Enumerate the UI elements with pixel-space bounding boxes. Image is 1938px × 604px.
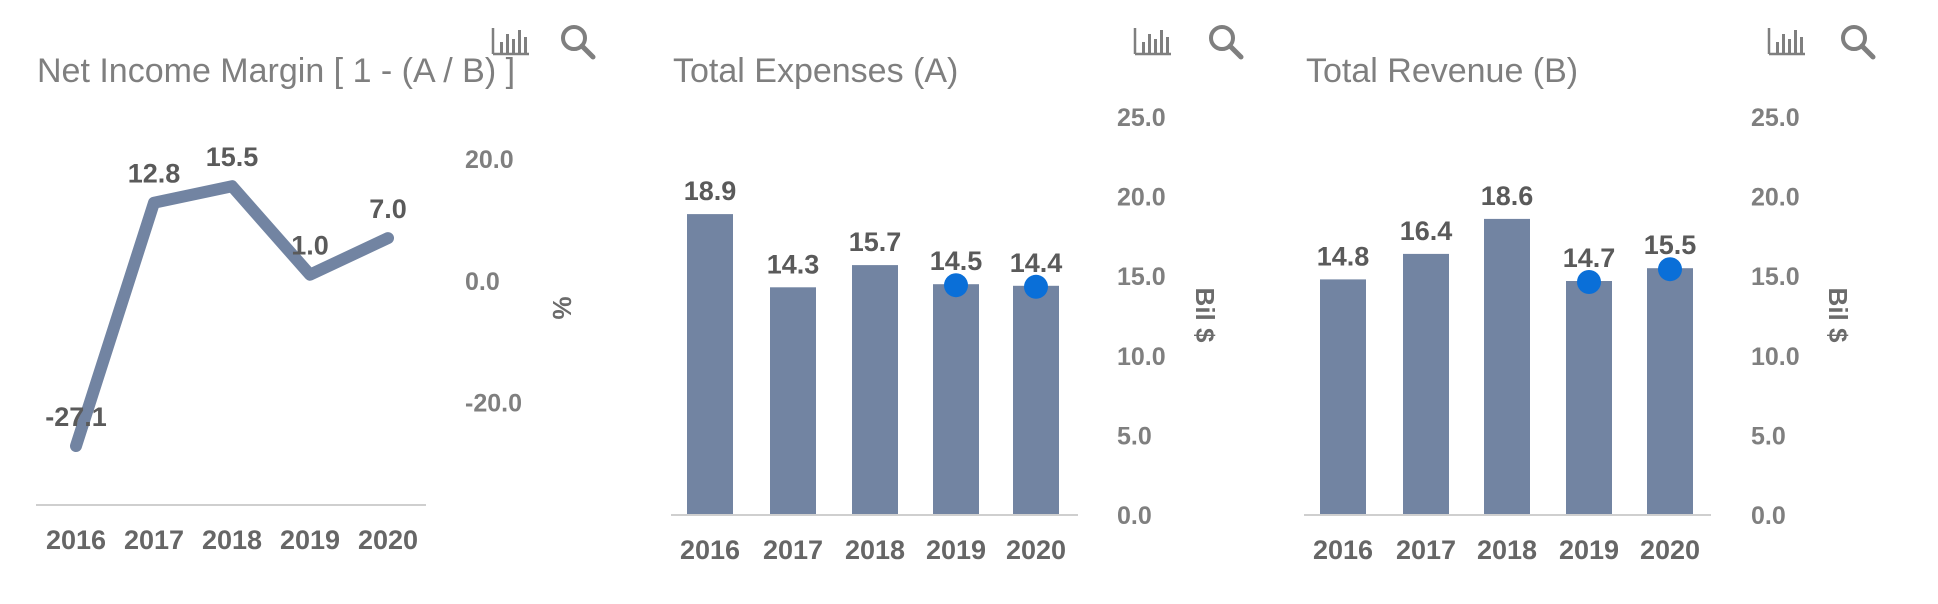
bar <box>933 284 979 515</box>
panel-net-income-margin: Net Income Margin [ 1 - (A / B) ] -27.1 1… <box>36 24 596 555</box>
x-tick-label: 2018 <box>202 525 262 555</box>
panel-total-revenue: Total Revenue (B) 14.8 16.4 18.6 14.7 15.5 2… <box>1304 24 1876 565</box>
bar-chart-icon[interactable] <box>491 24 530 56</box>
bar <box>1647 268 1693 515</box>
data-label: 15.7 <box>849 227 902 257</box>
bar <box>852 265 898 515</box>
x-tick-label: 2020 <box>358 525 418 555</box>
bar <box>687 214 733 515</box>
x-tick-label: 2017 <box>124 525 184 555</box>
x-tick-label: 2016 <box>1313 535 1373 565</box>
bar <box>1566 281 1612 515</box>
data-label: 15.5 <box>1644 230 1697 260</box>
bar-chart-icon[interactable] <box>1133 24 1172 56</box>
x-tick-label: 2019 <box>926 535 986 565</box>
data-label: 14.8 <box>1317 241 1370 271</box>
y-tick-label: 20.0 <box>1751 184 1800 212</box>
x-tick-label: 2016 <box>680 535 740 565</box>
data-label: 18.6 <box>1481 181 1534 211</box>
chart-title-total-revenue: Total Revenue (B) <box>1306 52 1578 90</box>
y-axis-unit-net-income-margin: % <box>547 296 577 319</box>
y-tick-label: 15.0 <box>1751 263 1800 291</box>
x-tick-label: 2020 <box>1006 535 1066 565</box>
bar-chart-icon[interactable] <box>1767 24 1806 56</box>
y-tick-label: 0.0 <box>465 268 500 296</box>
data-label: 16.4 <box>1400 216 1453 246</box>
magnifier-icon[interactable] <box>1840 24 1876 60</box>
data-label: -27.1 <box>45 402 107 432</box>
data-label: 14.7 <box>1563 243 1616 273</box>
magnifier-icon[interactable] <box>1208 24 1244 60</box>
data-label: 1.0 <box>291 231 329 261</box>
x-tick-label: 2019 <box>280 525 340 555</box>
data-label: 14.4 <box>1010 248 1063 278</box>
y-axis-unit-total-revenue: Bil $ <box>1823 288 1853 343</box>
highlight-marker <box>1658 257 1682 282</box>
highlight-marker <box>1024 274 1048 299</box>
y-tick-label: 15.0 <box>1117 263 1166 291</box>
y-tick-label: 10.0 <box>1117 343 1166 371</box>
y-tick-label: 5.0 <box>1117 422 1152 450</box>
bar <box>1484 218 1530 515</box>
x-tick-label: 2020 <box>1640 535 1700 565</box>
x-tick-label: 2017 <box>763 535 823 565</box>
x-tick-label: 2017 <box>1396 535 1456 565</box>
data-label: 15.5 <box>206 142 259 172</box>
bar <box>770 287 816 515</box>
y-tick-label: 25.0 <box>1751 104 1800 132</box>
y-tick-label: 20.0 <box>465 146 514 174</box>
data-label: 14.5 <box>930 246 983 276</box>
magnifier-icon[interactable] <box>560 24 596 60</box>
y-tick-label: 20.0 <box>1117 184 1166 212</box>
x-tick-label: 2019 <box>1559 535 1619 565</box>
x-tick-label: 2018 <box>1477 535 1537 565</box>
panel-total-expenses: Total Expenses (A) 18.914.315.714.5 14.4 … <box>671 24 1244 565</box>
y-tick-label: 5.0 <box>1751 422 1786 450</box>
y-tick-label: -20.0 <box>465 390 522 418</box>
bar <box>1320 279 1366 515</box>
data-label: 7.0 <box>369 194 407 224</box>
x-tick-label: 2018 <box>845 535 905 565</box>
y-tick-label: 0.0 <box>1751 502 1786 530</box>
data-label: 18.9 <box>684 176 737 206</box>
bar <box>1013 285 1059 515</box>
highlight-marker <box>1577 270 1601 294</box>
highlight-marker <box>944 273 968 298</box>
y-tick-label: 10.0 <box>1751 343 1800 371</box>
data-label: 12.8 <box>128 159 181 189</box>
y-tick-label: 25.0 <box>1117 104 1166 132</box>
chart-title-net-income-margin: Net Income Margin [ 1 - (A / B) ] <box>37 52 515 90</box>
bar <box>1403 253 1449 515</box>
data-label: 14.3 <box>767 249 820 279</box>
x-tick-label: 2016 <box>46 525 106 555</box>
y-tick-label: 0.0 <box>1117 502 1152 530</box>
chart-title-total-expenses: Total Expenses (A) <box>673 52 958 90</box>
y-axis-unit-total-expenses: Bil $ <box>1190 288 1220 343</box>
series-line-net-income-margin <box>70 180 394 452</box>
